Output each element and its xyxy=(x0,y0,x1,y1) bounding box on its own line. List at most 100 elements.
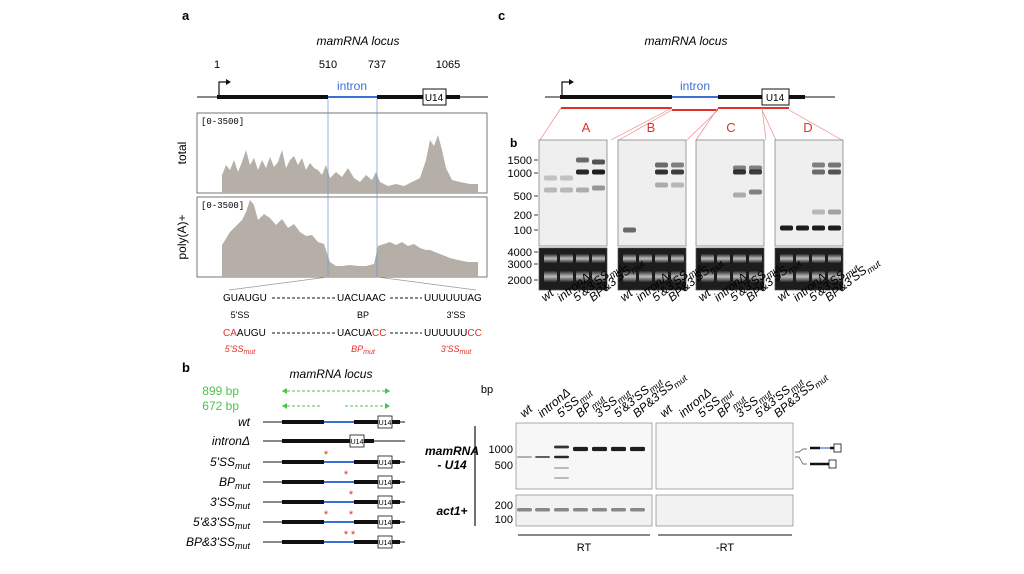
rrna-band xyxy=(796,271,809,282)
gel-band xyxy=(554,455,569,459)
blot-band xyxy=(812,169,825,175)
blot-band xyxy=(671,169,684,175)
rrna-band xyxy=(544,254,557,263)
rrna-band xyxy=(544,271,557,282)
rrna-band xyxy=(733,271,746,282)
blot-band xyxy=(592,159,605,165)
track-polya-coverage xyxy=(222,200,478,277)
rrna-band xyxy=(655,271,668,282)
u14-label: U14 xyxy=(379,420,392,427)
blot-band xyxy=(812,225,825,231)
gene-model-a xyxy=(197,79,488,106)
blot-band xyxy=(812,209,825,215)
rrna-band xyxy=(749,271,762,282)
construct-label: intronΔ xyxy=(212,434,250,448)
gel-band xyxy=(611,446,626,452)
product-spliced-icon xyxy=(795,443,842,453)
u14-label: U14 xyxy=(379,540,392,547)
gel-band xyxy=(592,446,607,452)
construct-row: intronΔ U14 xyxy=(212,434,405,448)
rrna-band xyxy=(623,254,636,263)
construct-row: BP&3'SSmut U14 * * xyxy=(186,529,405,551)
u14-label: U14 xyxy=(379,520,392,527)
rrna-band xyxy=(717,271,730,282)
mutation-star-icon: * xyxy=(344,469,349,481)
construct-row: wt U14 xyxy=(238,415,405,429)
seq-bp: UACUAAC xyxy=(337,293,386,304)
intron-label-c: intron xyxy=(680,79,710,93)
act1-band xyxy=(611,508,626,512)
tss-arrow-icon-c xyxy=(561,81,572,95)
gel-lane-label: wt xyxy=(517,401,536,420)
rrna-band xyxy=(780,254,793,263)
rrna-band xyxy=(560,271,573,282)
construct-label: BPmut xyxy=(219,475,251,491)
gel1-rt xyxy=(515,422,653,490)
gel-band xyxy=(554,467,569,469)
label-5ss-mut: 5'SSmut xyxy=(225,344,256,356)
rrna-band xyxy=(671,271,684,282)
gel-band xyxy=(535,456,550,458)
blot-band xyxy=(812,162,825,168)
blot-band xyxy=(623,227,636,233)
construct-label: 5'SSmut xyxy=(210,455,250,471)
product-unspliced-icon xyxy=(795,456,837,469)
panel-b-letter: b xyxy=(182,360,190,375)
label-bp: BP xyxy=(357,310,369,320)
gel1-label-1: mamRNA xyxy=(425,444,479,458)
panel-a-title: mamRNA locus xyxy=(317,34,400,48)
gel2-nort xyxy=(655,494,794,527)
position-737: 737 xyxy=(368,59,386,71)
act1-band xyxy=(573,508,588,512)
blot-band xyxy=(560,175,573,181)
blot-band xyxy=(733,192,746,198)
marker-bottom: 4000 xyxy=(508,247,532,259)
northern-blot-D xyxy=(774,139,844,291)
label-3ss: 3'SS xyxy=(447,310,466,320)
blot-band xyxy=(671,182,684,188)
gel1-marker-500: 500 xyxy=(495,460,513,472)
u14-label: U14 xyxy=(351,439,364,446)
act1-band xyxy=(630,508,645,512)
construct-row: 5'SSmut U14 * xyxy=(210,449,405,471)
rrna-band xyxy=(576,254,589,263)
gel2-marker-100: 100 xyxy=(495,514,513,526)
bp-label: bp xyxy=(481,384,493,396)
rrna-band xyxy=(671,254,684,263)
rrna-band xyxy=(592,254,605,263)
seq-3ss-mut: UUUUUUCC xyxy=(424,328,482,339)
track-polya-range: [0-3500] xyxy=(201,201,244,211)
blot-band xyxy=(576,169,589,175)
gene-model-c xyxy=(545,79,835,106)
blot-band xyxy=(592,169,605,175)
rrna-band xyxy=(780,271,793,282)
rrna-band xyxy=(812,254,825,263)
panel-c-b-label: b xyxy=(510,136,517,150)
rrna-band xyxy=(639,254,652,263)
marker-top: 200 xyxy=(514,210,532,222)
gel-band xyxy=(573,446,588,452)
position-1065: 1065 xyxy=(436,59,460,71)
position-1: 1 xyxy=(214,59,220,71)
northern-blot-A xyxy=(538,139,608,291)
construct-row: 3'SSmut U14 * xyxy=(210,489,405,511)
panel-c-letter: c xyxy=(498,8,505,23)
blot-band xyxy=(828,162,841,168)
mutation-star-icon: * xyxy=(324,509,329,521)
probe-b-label: B xyxy=(647,120,656,135)
blot-band xyxy=(655,169,668,175)
gel-band xyxy=(517,456,532,458)
blot-band xyxy=(749,165,762,171)
panel-a: a mamRNA locus 1 510 737 1065 intron U14… xyxy=(175,8,488,356)
probe-bars xyxy=(539,107,843,141)
rrna-band xyxy=(828,254,841,263)
blot-band xyxy=(733,169,746,175)
construct-row: 5'&3'SSmut U14 * * xyxy=(193,509,405,531)
blot-band xyxy=(655,162,668,168)
c-blots xyxy=(538,139,844,291)
u14-box xyxy=(422,88,447,106)
rrna-band xyxy=(828,271,841,282)
gel1-label-2: - U14 xyxy=(437,458,467,472)
